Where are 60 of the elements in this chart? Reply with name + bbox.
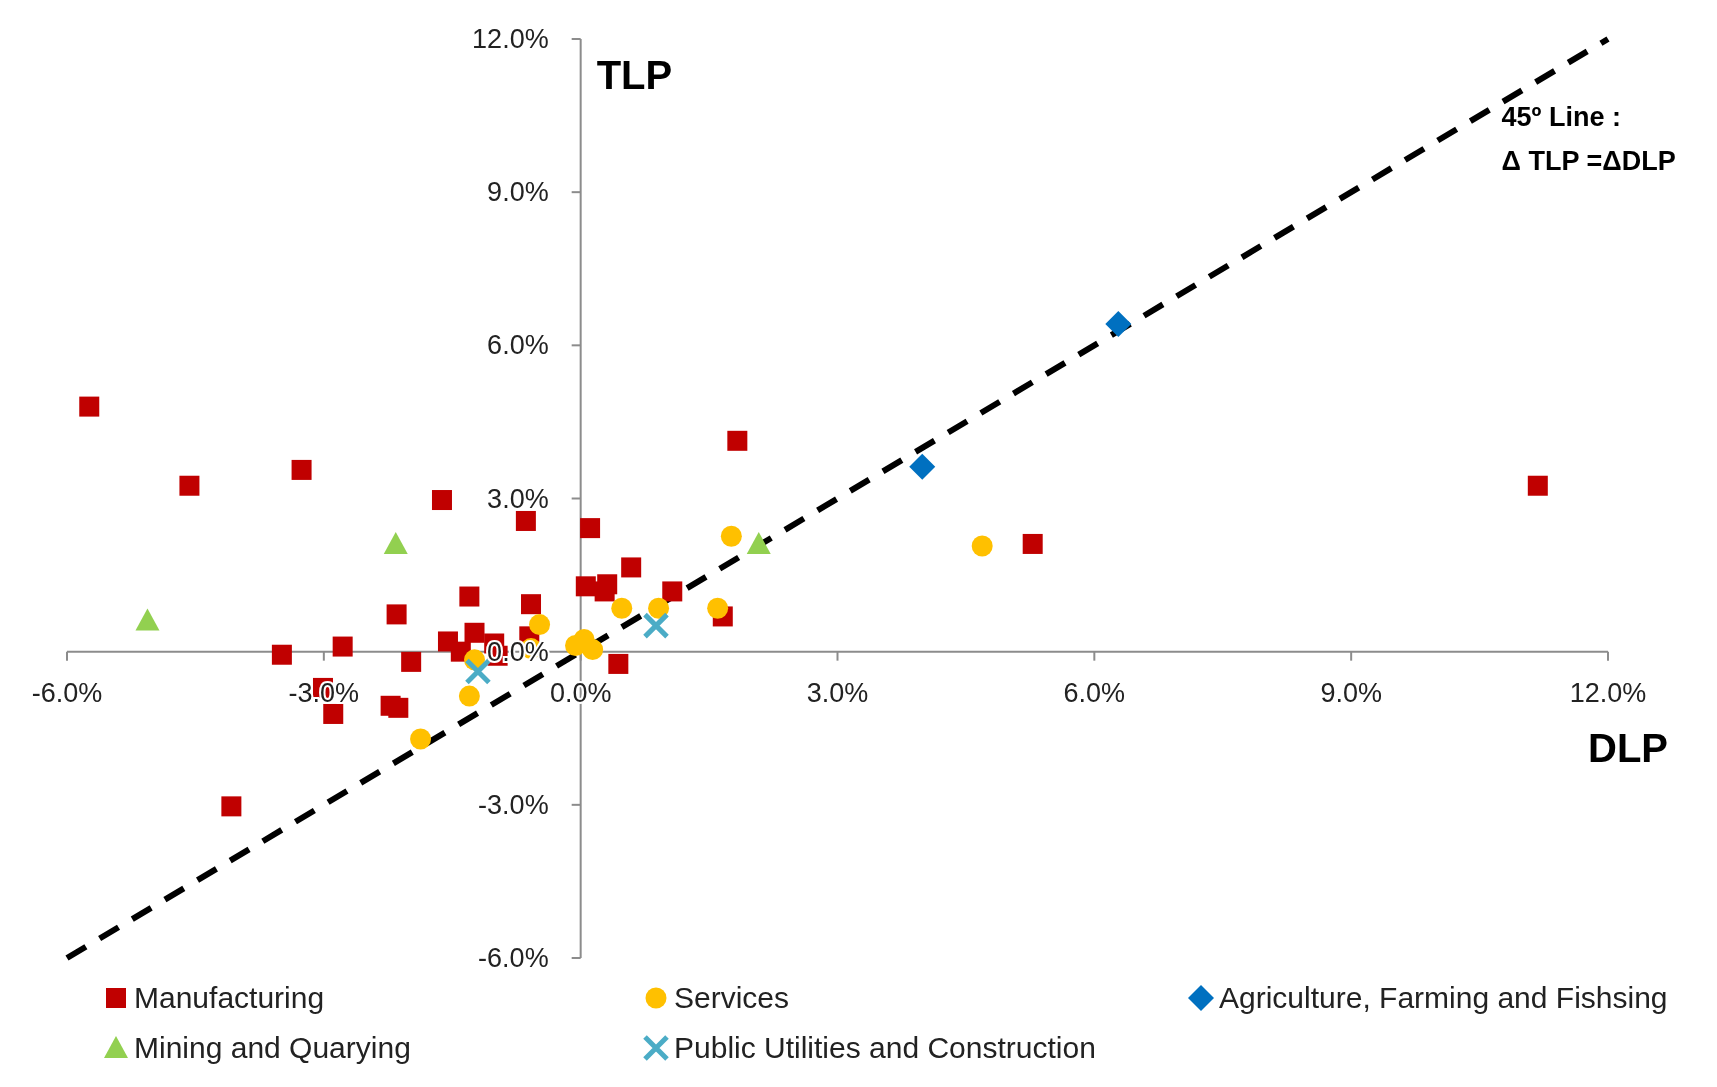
point	[575, 576, 596, 597]
point	[529, 614, 551, 636]
point	[332, 636, 353, 657]
point	[386, 604, 407, 625]
y-tick-label: 12.0%	[472, 24, 549, 54]
point	[383, 531, 408, 554]
legend-label: Public Utilities and Construction	[674, 1031, 1096, 1064]
point	[401, 651, 422, 672]
x-tick-label: 3.0%	[806, 677, 869, 708]
y-tick-label: 6.0%	[487, 330, 549, 361]
point	[642, 612, 670, 640]
point	[580, 518, 601, 539]
x-tick-label: -3.0%	[288, 677, 360, 708]
point	[458, 685, 480, 707]
x-tick-label: -6.0%	[31, 677, 103, 708]
point	[608, 653, 629, 674]
y-tick-label: 9.0%	[487, 177, 549, 208]
point	[459, 586, 480, 607]
point	[1022, 533, 1043, 554]
point	[464, 622, 485, 643]
point	[79, 396, 100, 417]
legend-label: Mining and Quarying	[134, 1031, 411, 1064]
y-axis-title: TLP	[596, 53, 673, 97]
point	[648, 597, 670, 619]
point	[611, 597, 633, 619]
point	[323, 703, 344, 724]
point	[909, 453, 936, 480]
point	[221, 796, 242, 817]
x-tick-label: 12.0%	[1569, 677, 1647, 708]
point	[388, 697, 409, 718]
point	[707, 597, 729, 619]
point	[621, 557, 642, 578]
x-tick-label: 6.0%	[1063, 677, 1126, 708]
point	[971, 535, 993, 557]
point	[135, 608, 160, 631]
point	[410, 728, 432, 750]
point	[179, 475, 200, 496]
annotation: 45º Line : Δ TLP =ΔDLP	[1501, 101, 1676, 176]
point	[271, 644, 292, 665]
legend-label: Services	[674, 981, 790, 1014]
point	[431, 490, 452, 511]
y-tick-label: -6.0%	[478, 943, 549, 973]
legend-label: Agriculture, Farming and Fishsing	[1219, 981, 1668, 1014]
point	[521, 594, 542, 615]
legend-label: Manufacturing	[134, 981, 325, 1014]
x-tick-label: 9.0%	[1320, 677, 1382, 708]
point	[662, 581, 683, 602]
y-tick-label: -3.0%	[478, 789, 549, 820]
point	[582, 639, 604, 661]
x-tick-label: 0.0%	[549, 677, 612, 708]
point	[746, 531, 771, 554]
point	[291, 459, 312, 480]
point	[1527, 475, 1548, 496]
y-tick-label: 3.0%	[487, 483, 549, 514]
point	[1105, 310, 1132, 337]
point	[727, 430, 748, 451]
y-tick-label: 0.0%	[487, 636, 549, 667]
point	[720, 525, 742, 547]
point	[515, 510, 536, 531]
x-axis-title: DLP	[1588, 725, 1668, 770]
